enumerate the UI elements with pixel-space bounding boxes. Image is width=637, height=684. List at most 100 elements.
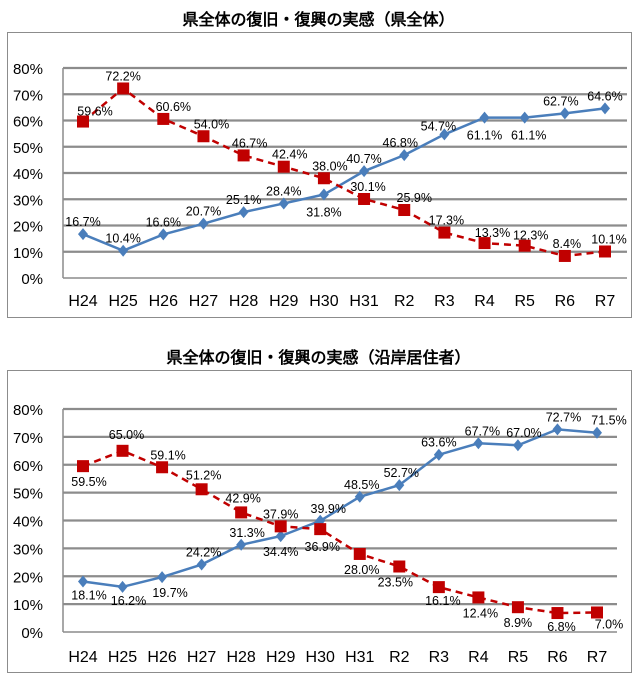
data-label: 6.8% (547, 620, 576, 634)
data-point-marker (438, 226, 451, 239)
y-tick-label: 10% (13, 597, 43, 614)
y-tick-label: 0% (21, 271, 43, 288)
data-point-marker (518, 239, 531, 252)
data-label: 67.7% (465, 424, 500, 438)
x-tick-label: H25 (108, 649, 137, 666)
data-point-marker (358, 192, 371, 205)
data-point-marker (551, 607, 564, 620)
data-point-marker (156, 461, 169, 474)
y-tick-label: 10% (13, 245, 43, 262)
data-point-marker (314, 523, 327, 536)
data-point-marker (511, 601, 524, 614)
data-label: 72.2% (105, 69, 140, 83)
y-tick-label: 60% (13, 114, 43, 131)
x-tick-label: H30 (306, 649, 335, 666)
data-point-marker (479, 111, 490, 124)
data-point-marker (559, 107, 570, 120)
y-tick-label: 80% (13, 402, 43, 419)
x-tick-label: H29 (266, 649, 295, 666)
data-label: 30.1% (350, 180, 385, 194)
data-point-marker (77, 115, 89, 128)
data-label: 25.9% (397, 191, 432, 205)
data-point-marker (599, 245, 611, 258)
data-label: 16.6% (146, 215, 181, 229)
x-tick-label: R3 (434, 293, 455, 310)
data-point-marker (519, 111, 530, 124)
data-point-marker (196, 558, 207, 571)
y-tick-label: 60% (13, 458, 43, 475)
data-point-marker (118, 244, 129, 257)
data-point-marker (478, 237, 491, 250)
data-label: 28.0% (344, 563, 379, 577)
x-tick-label: H24 (68, 293, 97, 310)
data-point-marker (195, 483, 208, 496)
data-label: 28.4% (266, 184, 301, 198)
data-label: 48.5% (344, 478, 379, 492)
x-tick-label: R4 (468, 649, 489, 666)
x-tick-label: R7 (595, 293, 616, 310)
data-label: 67.0% (506, 426, 541, 440)
data-point-marker (277, 160, 290, 173)
x-tick-label: R3 (429, 649, 450, 666)
data-point-marker (591, 606, 603, 619)
data-point-marker (600, 102, 610, 115)
data-label: 8.9% (504, 616, 533, 630)
x-tick-label: H30 (309, 293, 338, 310)
data-point-marker (197, 130, 210, 143)
data-label: 72.7% (546, 410, 581, 424)
data-label: 59.5% (71, 475, 106, 489)
chart-1-title: 県全体の復旧・復興の実感（県全体） (182, 10, 455, 29)
data-label: 42.9% (225, 491, 260, 505)
data-label: 71.5% (591, 414, 626, 428)
data-label: 46.7% (232, 136, 267, 150)
data-point-marker (393, 560, 406, 573)
data-point-marker (473, 437, 484, 450)
data-label: 23.5% (378, 575, 413, 589)
y-tick-label: 20% (13, 219, 43, 236)
data-point-marker (592, 426, 602, 439)
data-point-marker (117, 580, 128, 593)
data-point-marker (398, 204, 411, 217)
series-line-1 (82, 449, 598, 615)
data-label: 16.1% (425, 594, 460, 608)
y-tick-label: 70% (13, 430, 43, 447)
x-tick-label: R5 (514, 293, 535, 310)
series-line-0 (82, 428, 598, 589)
y-tick-label: 30% (13, 192, 43, 209)
data-label: 16.2% (111, 594, 146, 608)
data-label: 7.0% (595, 617, 624, 631)
data-point-marker (472, 591, 485, 604)
data-point-marker (236, 538, 247, 551)
data-label: 61.1% (511, 129, 546, 143)
data-point-marker (359, 165, 370, 178)
data-label: 8.4% (553, 237, 582, 251)
data-label: 24.2% (186, 546, 221, 560)
data-label: 12.4% (463, 606, 498, 620)
data-point-marker (198, 217, 209, 230)
y-tick-label: 50% (13, 486, 43, 503)
data-label: 20.7% (186, 205, 221, 219)
data-label: 62.7% (543, 94, 578, 108)
data-label: 59.1% (150, 448, 185, 462)
data-label: 42.4% (272, 148, 307, 162)
x-tick-label: H28 (229, 293, 258, 310)
data-label: 16.7% (65, 215, 100, 229)
data-point-marker (353, 547, 366, 560)
data-label: 59.6% (77, 105, 112, 119)
data-point-marker (275, 530, 286, 543)
x-tick-label: R7 (587, 649, 608, 666)
data-point-marker (157, 571, 168, 584)
data-point-marker (432, 581, 445, 594)
data-label: 31.3% (229, 526, 264, 540)
y-tick-label: 20% (13, 569, 43, 586)
x-tick-label: H27 (187, 649, 216, 666)
data-label: 18.1% (71, 589, 106, 603)
data-label: 40.7% (346, 152, 381, 166)
x-tick-label: R6 (555, 293, 576, 310)
y-tick-label: 70% (13, 87, 43, 104)
data-point-marker (552, 423, 563, 436)
data-label: 61.1% (467, 129, 502, 143)
chart-2-title: 県全体の復旧・復興の実感（沿岸居住者） (166, 348, 471, 367)
data-point-marker (157, 112, 170, 125)
